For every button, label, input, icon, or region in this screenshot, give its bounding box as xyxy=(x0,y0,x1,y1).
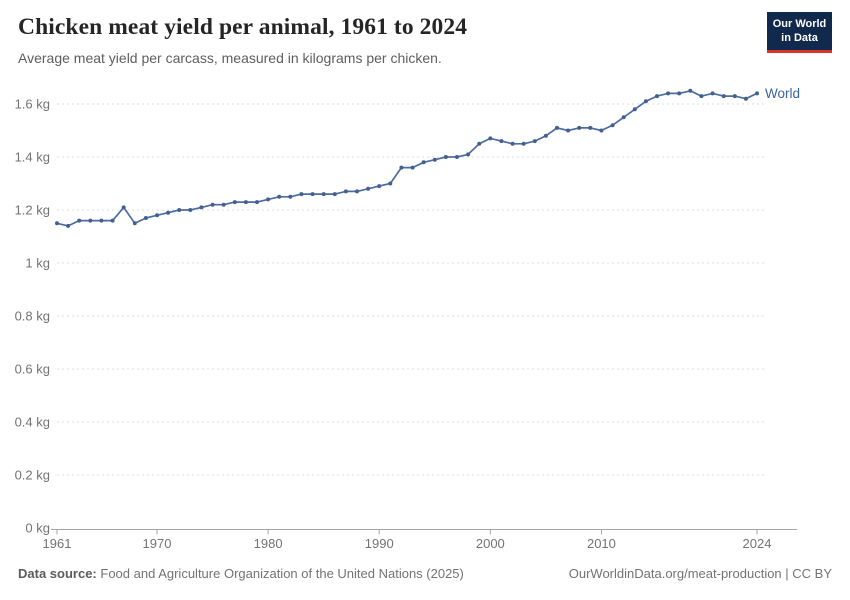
data-point-marker xyxy=(510,141,515,146)
data-point-marker xyxy=(621,115,626,120)
data-point-marker xyxy=(55,221,59,226)
data-point-marker xyxy=(477,141,482,146)
data-point-marker xyxy=(732,94,737,99)
data-point-marker xyxy=(566,128,571,133)
data-point-marker xyxy=(755,91,759,96)
y-axis-label: 1.2 kg xyxy=(15,203,50,218)
data-source-label: Data source: xyxy=(18,566,97,581)
chart-title: Chicken meat yield per animal, 1961 to 2… xyxy=(18,14,468,40)
data-point-marker xyxy=(177,208,182,212)
data-point-marker xyxy=(677,91,682,96)
data-point-marker xyxy=(221,202,226,207)
data-point-marker xyxy=(443,155,448,159)
data-point-marker xyxy=(421,160,426,165)
data-point-marker xyxy=(366,186,371,191)
data-point-marker xyxy=(288,194,293,199)
y-axis-label: 1.6 kg xyxy=(15,97,50,112)
data-point-marker xyxy=(266,197,271,202)
y-axis-label: 0.6 kg xyxy=(15,362,50,377)
data-point-marker xyxy=(243,200,248,205)
y-axis-label: 0.8 kg xyxy=(15,309,50,324)
chart-subtitle: Average meat yield per carcass, measured… xyxy=(18,50,442,66)
data-point-marker xyxy=(410,165,415,170)
x-axis-label: 1970 xyxy=(143,536,172,551)
data-point-marker xyxy=(155,213,159,218)
owid-logo-line2: in Data xyxy=(781,31,818,44)
data-point-marker xyxy=(399,165,404,170)
data-point-marker xyxy=(643,99,648,104)
data-point-marker xyxy=(99,218,104,223)
data-point-marker xyxy=(588,125,593,130)
owid-logo-line1: Our World xyxy=(772,18,827,30)
data-point-marker xyxy=(66,223,71,228)
data-point-marker xyxy=(655,94,659,99)
data-point-marker xyxy=(688,88,693,93)
data-point-marker xyxy=(355,189,359,194)
data-point-marker xyxy=(332,192,337,197)
data-point-marker xyxy=(532,139,537,144)
data-point-marker xyxy=(277,194,282,199)
data-point-marker xyxy=(499,139,504,144)
owid-logo[interactable]: Our World in Data xyxy=(767,12,832,53)
data-point-marker xyxy=(321,192,326,197)
data-point-marker xyxy=(577,125,582,130)
y-axis-label: 1 kg xyxy=(25,256,50,271)
data-point-marker xyxy=(210,202,215,207)
data-point-marker xyxy=(666,91,671,96)
chart-footer: Data source: Food and Agriculture Organi… xyxy=(18,566,832,581)
data-point-marker xyxy=(432,157,437,162)
data-point-marker xyxy=(88,218,93,223)
data-point-marker xyxy=(232,200,237,205)
data-point-marker xyxy=(343,189,348,194)
data-point-marker xyxy=(632,107,637,112)
data-source-value: Food and Agriculture Organization of the… xyxy=(100,566,464,581)
data-point-marker xyxy=(710,91,715,96)
data-point-marker xyxy=(310,192,315,197)
data-point-marker xyxy=(255,200,259,205)
y-axis-label: 0.2 kg xyxy=(15,468,50,483)
data-point-marker xyxy=(77,218,82,223)
data-point-marker xyxy=(299,192,304,197)
data-point-marker xyxy=(599,128,604,133)
data-point-marker xyxy=(610,123,615,128)
data-point-marker xyxy=(388,181,393,186)
data-point-marker xyxy=(743,96,748,101)
data-point-marker xyxy=(455,155,459,159)
y-axis-label: 1.4 kg xyxy=(15,150,50,165)
data-point-marker xyxy=(188,208,193,212)
x-axis-label: 1990 xyxy=(365,536,394,551)
data-point-marker xyxy=(110,218,115,223)
data-point-marker xyxy=(699,94,704,99)
data-point-marker xyxy=(521,141,526,146)
data-point-marker xyxy=(488,136,493,141)
chart-header: Chicken meat yield per animal, 1961 to 2… xyxy=(18,14,750,66)
data-point-marker xyxy=(721,94,726,99)
x-axis-label: 2010 xyxy=(587,536,616,551)
data-source: Data source: Food and Agriculture Organi… xyxy=(18,566,464,581)
data-point-marker xyxy=(199,205,204,210)
y-axis-label: 0.4 kg xyxy=(15,415,50,430)
data-point-marker xyxy=(543,133,548,138)
x-axis-label: 1980 xyxy=(254,536,283,551)
x-axis-label: 2000 xyxy=(476,536,505,551)
data-point-marker xyxy=(466,152,471,157)
data-point-marker xyxy=(166,210,171,215)
series-label-world: World xyxy=(765,86,800,101)
x-axis-label: 1961 xyxy=(43,536,72,551)
y-axis-label: 0 kg xyxy=(25,521,50,536)
data-point-marker xyxy=(132,221,137,226)
data-point-marker xyxy=(143,216,148,220)
footer-credit[interactable]: OurWorldinData.org/meat-production | CC … xyxy=(568,566,832,581)
data-point-marker xyxy=(555,125,559,130)
data-point-marker xyxy=(121,205,126,210)
x-axis-label: 2024 xyxy=(743,536,772,551)
world-series-line xyxy=(56,89,758,227)
data-point-marker xyxy=(377,184,382,189)
